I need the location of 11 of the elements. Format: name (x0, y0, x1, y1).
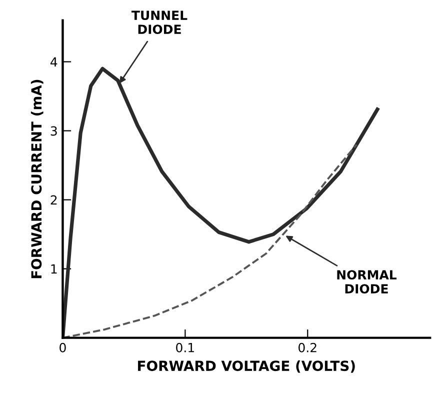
x-tick-label: 0.1 (176, 342, 194, 352)
annotation: TUNNEL DIODE (132, 10, 188, 34)
annotation: NORMAL DIODE (337, 270, 397, 294)
x-tick-label: 0.2 (298, 342, 316, 352)
y-tick-label: 4 (50, 57, 58, 67)
y-axis-title: FORWARD CURRENT (mA) (30, 80, 44, 278)
y-tick-label: 3 (50, 126, 57, 136)
x-tick-label: 0 (60, 342, 66, 352)
y-tick-label: 2 (50, 195, 57, 205)
y-tick-label: 1 (51, 264, 57, 274)
x-axis-title: FORWARD VOLTAGE (VOLTS) (138, 360, 355, 373)
